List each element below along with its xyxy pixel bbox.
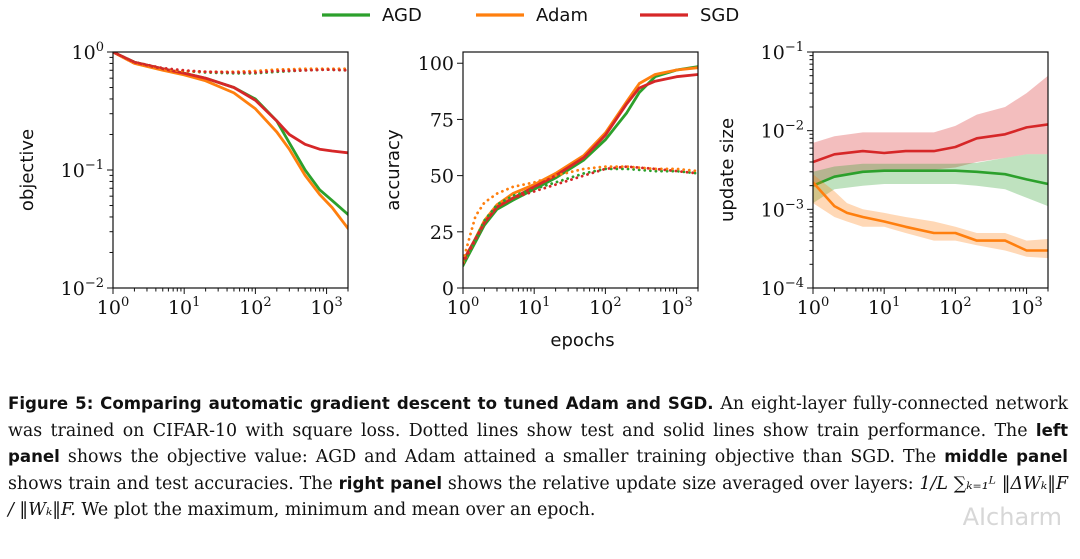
mean-line-sgd [813, 123, 1048, 164]
x-tick-exponent: 2 [613, 295, 621, 310]
line-agd-train [113, 52, 348, 216]
y-tick-exponent: −4 [785, 276, 804, 291]
band-adam [813, 174, 1048, 259]
y-tick-label: 100 [72, 40, 104, 64]
axes-frame [812, 51, 1049, 289]
y-tick-exponent: −2 [85, 276, 104, 291]
x-tick-exponent: 3 [335, 295, 343, 310]
line-sgd-train [113, 52, 348, 155]
y-tick-exponent: −1 [85, 158, 104, 173]
y-tick-label: 0 [442, 278, 454, 300]
band-agd [813, 154, 1048, 207]
caption-title: Comparing automatic gradient descent to … [100, 394, 714, 413]
x-tick-exponent: 3 [685, 295, 693, 310]
axes-frame [462, 51, 699, 289]
line-agd-test [463, 167, 698, 267]
x-tick-label: 101 [518, 295, 550, 319]
x-tick-label: 102 [239, 295, 271, 319]
legend-label-adam: Adam [536, 5, 588, 26]
y-axis-title: objective [17, 129, 38, 211]
x-tick-label: 100 [797, 295, 829, 319]
caption-text-1: An eight-layer fully-connected network w… [8, 394, 1068, 441]
x-tick-label: 102 [939, 295, 971, 319]
caption-right-panel: right panel [338, 473, 443, 493]
x-tick-label: 103 [1010, 295, 1042, 319]
caption-formula: 1/L ∑ₖ₌₁ᴸ ‖ΔWₖ‖F / ‖Wₖ‖F. [8, 473, 1069, 521]
plot-area [813, 75, 1048, 259]
y-tick-label: 10−1 [761, 40, 804, 64]
line-sgd-train [463, 73, 698, 263]
caption-middle-panel: middle panel [944, 447, 1068, 466]
x-tick-exponent: 2 [963, 295, 971, 310]
y-tick-exponent: −1 [785, 40, 804, 55]
x-tick-label: 103 [310, 295, 342, 319]
x-axis-title: epochs [550, 330, 614, 351]
x-tick-label: 102 [589, 295, 621, 319]
y-tick-label: 25 [430, 222, 454, 244]
x-tick-exponent: 0 [821, 295, 829, 310]
y-tick-label: 75 [430, 109, 454, 131]
y-axis-title: update size [717, 118, 738, 222]
y-tick-label: 10−1 [61, 158, 104, 182]
x-tick-exponent: 1 [892, 295, 900, 310]
axes-frame [112, 51, 349, 289]
line-adam-train [463, 66, 698, 265]
x-tick-label: 101 [868, 295, 900, 319]
objective-panel: 100 101 102 103 1 0 −2 10−1 100 objective [17, 40, 349, 319]
update-size-panel: 100 101 102 103 1 0 −4 10−3 10−2 10−1 update size [717, 40, 1049, 319]
plot-area [463, 65, 698, 267]
line-adam-test [113, 52, 348, 74]
y-tick-label: 50 [430, 166, 454, 188]
line-sgd-test [463, 165, 698, 265]
caption-text-4: shows the relative update size averaged … [447, 473, 914, 494]
figure-caption: Figure 5: Comparing automatic gradient d… [8, 391, 1068, 524]
line-sgd-test [113, 52, 348, 74]
y-tick-exponent: −2 [785, 119, 804, 134]
caption-figure-label: Figure 5: [8, 394, 94, 413]
caption-text-3: shows train and test accuracies. The [8, 473, 333, 494]
legend: AGD Adam SGD [322, 5, 739, 26]
x-tick-exponent: 1 [542, 295, 550, 310]
mean-line-adam [813, 181, 1048, 252]
caption-text-2: shows the objective value: AGD and Adam … [67, 447, 937, 467]
y-tick-label: 10−3 [761, 197, 804, 221]
y-tick-label: 10−2 [761, 119, 804, 143]
caption-text-5: We plot the maximum, minimum and mean ov… [81, 500, 596, 520]
y-tick-exponent: −3 [785, 197, 804, 212]
x-tick-exponent: 1 [192, 295, 200, 310]
mean-line-agd [813, 169, 1048, 187]
plot-area [113, 52, 348, 230]
line-agd-train [463, 65, 698, 267]
caption-left-panel: left panel [8, 420, 1068, 467]
x-tick-exponent: 0 [121, 295, 129, 310]
x-tick-label: 101 [168, 295, 200, 319]
line-adam-test [463, 165, 698, 263]
x-tick-exponent: 2 [263, 295, 271, 310]
band-sgd [813, 75, 1048, 186]
x-tick-exponent: 3 [1035, 295, 1043, 310]
y-tick-exponent: 0 [96, 40, 104, 55]
legend-label-agd: AGD [382, 5, 422, 26]
watermark: AIcharm [962, 503, 1062, 531]
line-adam-train [113, 52, 348, 230]
figure: AGD Adam SGD 100 101 102 10310−210−1100obje… [17, 5, 1049, 351]
legend-label-sgd: SGD [700, 5, 739, 26]
x-tick-label: 103 [660, 295, 692, 319]
x-tick-label: 100 [97, 295, 129, 319]
y-axis-title: accuracy [383, 129, 404, 211]
y-tick-label: 100 [418, 53, 454, 75]
x-tick-exponent: 0 [471, 295, 479, 310]
